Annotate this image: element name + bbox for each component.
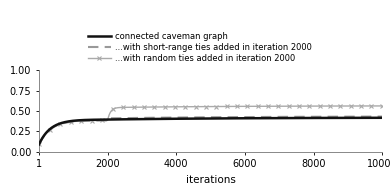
Legend: connected caveman graph, ...with short-range ties added in iteration 2000, ...wi: connected caveman graph, ...with short-r…	[84, 28, 316, 66]
X-axis label: iterations: iterations	[186, 175, 236, 185]
